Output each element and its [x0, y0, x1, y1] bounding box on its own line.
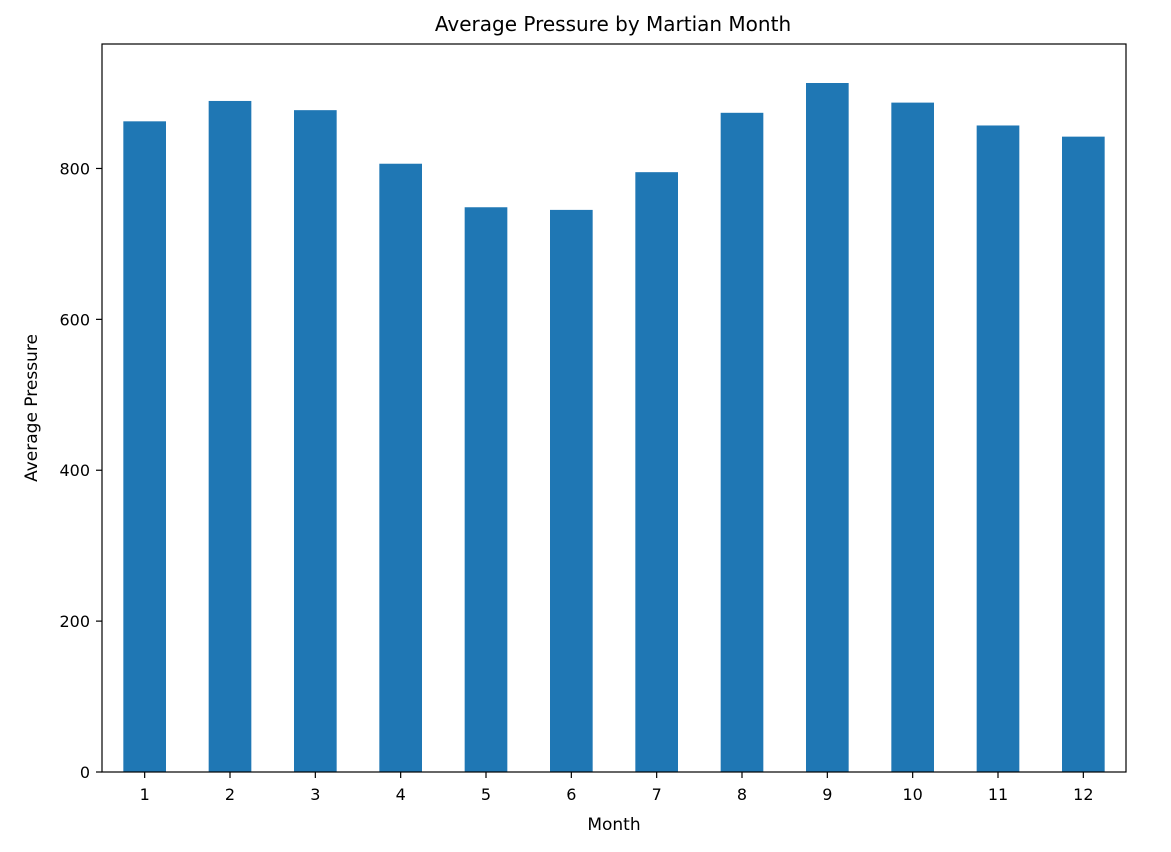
x-tick-label-5: 5 [481, 785, 491, 804]
x-tick-label-4: 4 [396, 785, 406, 804]
x-tick-label-8: 8 [737, 785, 747, 804]
x-tick-label-9: 9 [822, 785, 832, 804]
bar-month-8 [720, 112, 764, 773]
bar-month-10 [891, 102, 934, 773]
chart-title: Average Pressure by Martian Month [435, 12, 791, 36]
y-axis-label: Average Pressure [22, 334, 42, 482]
y-tick-label-600: 600 [59, 310, 90, 329]
x-tick-label-1: 1 [140, 785, 150, 804]
y-tick-label-0: 0 [80, 763, 90, 782]
y-tick-label-800: 800 [59, 159, 90, 178]
x-tick-label-12: 12 [1073, 785, 1093, 804]
bar-month-3 [294, 110, 337, 772]
bar-month-2 [208, 100, 252, 772]
bar-month-9 [806, 83, 849, 773]
bar-month-5 [464, 207, 508, 772]
x-tick-label-11: 11 [988, 785, 1008, 804]
x-tick-label-10: 10 [902, 785, 922, 804]
x-tick-label-2: 2 [225, 785, 235, 804]
bar-month-12 [1062, 136, 1105, 773]
bar-month-4 [379, 163, 422, 772]
x-tick-label-3: 3 [310, 785, 320, 804]
x-axis: 1 2 3 4 5 6 7 8 9 10 11 12 [140, 772, 1094, 804]
x-tick-label-6: 6 [566, 785, 576, 804]
y-tick-label-400: 400 [59, 461, 90, 480]
y-tick-label-200: 200 [59, 612, 90, 631]
bar-month-11 [976, 125, 1020, 772]
bar-month-1 [123, 121, 166, 773]
bar-month-6 [550, 209, 593, 772]
y-axis: 0 200 400 600 800 [59, 159, 102, 782]
bars-group [123, 83, 1105, 773]
x-axis-label: Month [587, 815, 640, 835]
x-tick-label-7: 7 [652, 785, 662, 804]
plot-frame [101, 43, 1127, 773]
bar-month-7 [635, 172, 678, 772]
